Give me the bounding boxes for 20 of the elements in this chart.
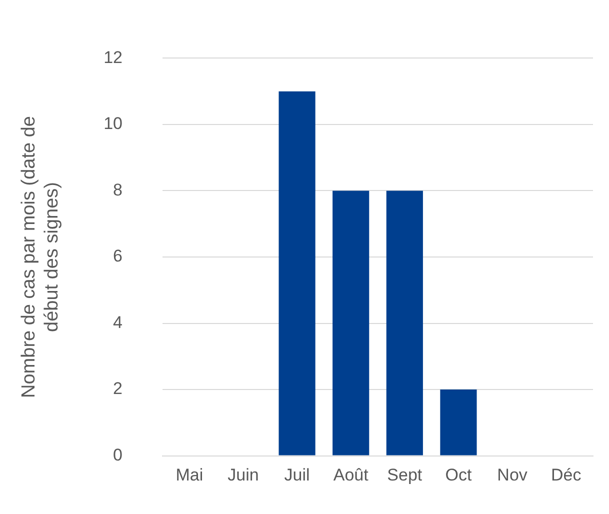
y-tick-label: 6: [113, 246, 123, 266]
x-tick-label: Août: [333, 466, 369, 485]
x-tick-label: Oct: [445, 466, 472, 485]
y-tick-label: 0: [113, 445, 123, 464]
y-tick-label: 8: [113, 180, 123, 200]
y-tick-label: 4: [113, 312, 123, 332]
bar: [332, 190, 370, 456]
bar: [386, 190, 423, 456]
x-tick-label: Nov: [497, 466, 528, 485]
bar: [440, 390, 477, 456]
x-tick-label: Mai: [176, 466, 204, 485]
x-tick-label: Déc: [550, 466, 582, 485]
y-tick-label: 10: [104, 114, 123, 134]
y-axis-title: Nombre de cas par mois (date de début des signes): [18, 116, 62, 398]
bar: [278, 91, 316, 456]
y-tick-label: 12: [104, 48, 123, 67]
x-tick-label: Juin: [228, 466, 259, 485]
x-tick-label: Juil: [284, 466, 310, 485]
y-tick-label: 2: [113, 379, 123, 398]
x-tick-label: Sept: [387, 466, 422, 485]
